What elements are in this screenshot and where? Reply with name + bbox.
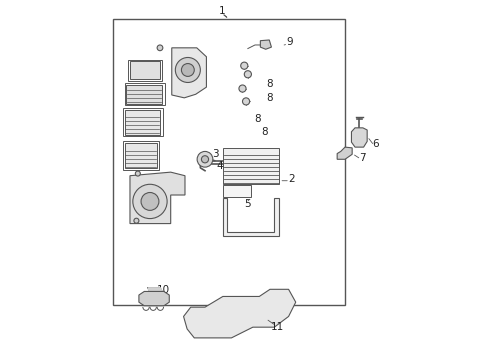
- Bar: [124, 111, 160, 135]
- Text: 5: 5: [245, 199, 251, 209]
- Text: 10: 10: [157, 285, 170, 295]
- Text: 8: 8: [254, 113, 261, 123]
- Bar: [123, 141, 159, 170]
- Text: 8: 8: [266, 79, 272, 89]
- Text: 11: 11: [270, 322, 284, 332]
- Circle shape: [245, 71, 251, 78]
- Text: 6: 6: [372, 139, 379, 149]
- Circle shape: [181, 64, 194, 76]
- Circle shape: [175, 58, 200, 82]
- Bar: [130, 62, 160, 79]
- Polygon shape: [172, 48, 206, 98]
- Circle shape: [135, 171, 140, 176]
- Bar: [126, 85, 162, 104]
- Text: 9: 9: [286, 37, 293, 48]
- Bar: [113, 19, 345, 305]
- Bar: [124, 143, 157, 168]
- Text: 8: 8: [261, 127, 268, 137]
- Text: 8: 8: [266, 93, 272, 103]
- Bar: [223, 185, 251, 197]
- Bar: [124, 83, 165, 105]
- Circle shape: [157, 45, 163, 51]
- Polygon shape: [337, 147, 352, 159]
- Text: 3: 3: [212, 149, 219, 159]
- Bar: [128, 60, 162, 81]
- Polygon shape: [139, 292, 169, 306]
- Polygon shape: [260, 40, 271, 49]
- Bar: [123, 108, 163, 136]
- Circle shape: [241, 62, 248, 69]
- Circle shape: [197, 152, 213, 167]
- Circle shape: [134, 218, 139, 223]
- Text: 7: 7: [359, 153, 366, 163]
- Polygon shape: [351, 128, 367, 147]
- Circle shape: [243, 98, 249, 105]
- Circle shape: [201, 156, 209, 163]
- Bar: [223, 148, 279, 184]
- Circle shape: [141, 193, 159, 210]
- Text: 1: 1: [219, 6, 225, 17]
- Polygon shape: [223, 198, 279, 237]
- Polygon shape: [184, 289, 296, 338]
- Circle shape: [133, 184, 167, 219]
- Text: 4: 4: [216, 161, 222, 171]
- Text: 12: 12: [150, 297, 163, 307]
- Text: 2: 2: [288, 174, 295, 184]
- Circle shape: [239, 85, 246, 92]
- Polygon shape: [130, 172, 185, 224]
- Polygon shape: [148, 288, 162, 295]
